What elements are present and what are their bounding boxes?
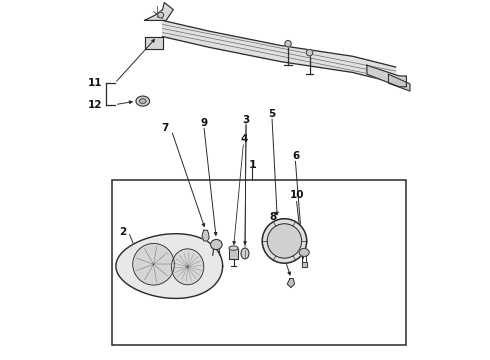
Text: 10: 10 bbox=[290, 190, 304, 201]
Ellipse shape bbox=[299, 248, 309, 256]
Circle shape bbox=[306, 49, 313, 56]
Circle shape bbox=[267, 224, 302, 258]
Polygon shape bbox=[163, 21, 395, 83]
Ellipse shape bbox=[241, 248, 249, 259]
Circle shape bbox=[133, 243, 174, 285]
Polygon shape bbox=[145, 3, 173, 21]
Circle shape bbox=[262, 219, 307, 263]
Polygon shape bbox=[389, 74, 410, 91]
Polygon shape bbox=[229, 248, 238, 259]
Circle shape bbox=[285, 41, 291, 47]
Polygon shape bbox=[116, 234, 222, 298]
Text: 3: 3 bbox=[243, 115, 250, 125]
Text: 5: 5 bbox=[269, 109, 276, 119]
Text: 6: 6 bbox=[293, 150, 299, 161]
Polygon shape bbox=[145, 37, 163, 49]
Text: 8: 8 bbox=[269, 212, 276, 221]
Text: 7: 7 bbox=[162, 123, 169, 133]
Polygon shape bbox=[202, 230, 209, 241]
Polygon shape bbox=[302, 262, 307, 267]
Polygon shape bbox=[367, 65, 406, 87]
Ellipse shape bbox=[140, 99, 146, 103]
Text: 4: 4 bbox=[241, 134, 248, 144]
Text: 11: 11 bbox=[88, 78, 102, 88]
Bar bbox=[112, 180, 406, 345]
Ellipse shape bbox=[136, 96, 149, 106]
Ellipse shape bbox=[229, 246, 238, 250]
Text: 1: 1 bbox=[248, 160, 256, 170]
Text: 9: 9 bbox=[200, 118, 207, 128]
Polygon shape bbox=[287, 279, 294, 288]
Ellipse shape bbox=[211, 239, 222, 249]
Text: 2: 2 bbox=[119, 227, 126, 237]
Text: 12: 12 bbox=[88, 100, 102, 110]
Ellipse shape bbox=[172, 249, 204, 285]
Circle shape bbox=[158, 12, 164, 18]
